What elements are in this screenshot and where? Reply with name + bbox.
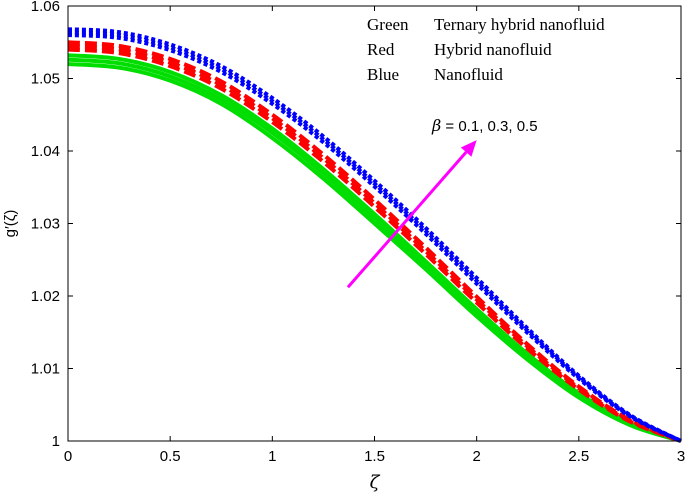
y-tick-label: 1.01 — [31, 361, 60, 378]
legend-desc-red: Hybrid nanofluid — [434, 40, 552, 59]
series-layer — [67, 27, 682, 443]
series-line-blue-beta-0.5 — [67, 27, 682, 443]
x-tick-label: 1.5 — [364, 448, 385, 465]
x-tick-label: 2 — [472, 448, 480, 465]
legend-key-red: Red — [367, 40, 395, 59]
annotation-values: = 0.1, 0.3, 0.5 — [441, 118, 537, 135]
annotation-symbol: β — [431, 116, 441, 135]
y-axis: 1 1.01 1.02 1.03 1.04 1.05 1.06 — [31, 0, 681, 450]
x-tick-label: 3 — [677, 448, 685, 465]
legend: Green Ternary hybrid nanofluid Red Hybri… — [367, 15, 605, 84]
x-tick-label: 0 — [64, 448, 72, 465]
annotation-arrow-head — [460, 140, 477, 157]
series-line-blue-beta-0.3 — [67, 30, 682, 443]
beta-annotation: β = 0.1, 0.3, 0.5 — [346, 116, 538, 289]
x-axis-label: ζ — [370, 472, 381, 493]
x-tick-label: 0.5 — [160, 448, 181, 465]
series-line-red-beta-0.1 — [67, 47, 682, 443]
x-tick-label: 2.5 — [568, 448, 589, 465]
series-line-red-beta-0.5 — [67, 40, 682, 443]
y-tick-label: 1.04 — [31, 143, 60, 160]
x-tick-label: 1 — [268, 448, 276, 465]
legend-desc-blue: Nanofluid — [434, 65, 503, 84]
x-axis: 0 0.5 1 1.5 2 2.5 3 — [64, 6, 685, 465]
legend-key-green: Green — [367, 15, 409, 34]
series-line-green-beta-0.5 — [67, 53, 682, 443]
annotation-arrow-line — [346, 151, 468, 289]
annotation-text: β = 0.1, 0.3, 0.5 — [431, 116, 538, 135]
y-tick-label: 1.02 — [31, 288, 60, 305]
y-tick-label: 1.05 — [31, 71, 60, 88]
y-axis-label: g′(ζ) — [2, 210, 19, 238]
y-tick-label: 1.06 — [31, 0, 60, 15]
y-tick-label: 1.03 — [31, 216, 60, 233]
y-tick-label: 1 — [52, 433, 60, 450]
legend-desc-green: Ternary hybrid nanofluid — [434, 15, 605, 34]
legend-key-blue: Blue — [367, 65, 399, 84]
